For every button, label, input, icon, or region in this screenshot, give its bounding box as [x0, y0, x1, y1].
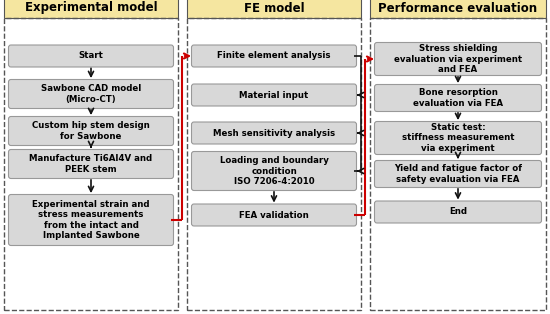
FancyBboxPatch shape [8, 194, 173, 246]
FancyBboxPatch shape [191, 45, 356, 67]
FancyBboxPatch shape [8, 149, 173, 178]
Text: FEA validation: FEA validation [239, 210, 309, 219]
FancyBboxPatch shape [187, 0, 361, 18]
Text: Finite element analysis: Finite element analysis [217, 51, 331, 61]
FancyBboxPatch shape [191, 122, 356, 144]
Text: Manufacture Ti6Al4V and
PEEK stem: Manufacture Ti6Al4V and PEEK stem [30, 154, 152, 174]
Text: Sawbone CAD model
(Micro-CT): Sawbone CAD model (Micro-CT) [41, 84, 141, 104]
Text: Custom hip stem design
for Sawbone: Custom hip stem design for Sawbone [32, 121, 150, 141]
FancyBboxPatch shape [375, 160, 542, 187]
Text: Start: Start [79, 51, 103, 61]
FancyBboxPatch shape [8, 45, 173, 67]
FancyBboxPatch shape [8, 116, 173, 145]
Text: Mesh sensitivity analysis: Mesh sensitivity analysis [213, 128, 335, 138]
FancyBboxPatch shape [370, 0, 546, 18]
Text: Stress shielding
evaluation via experiment
and FEA: Stress shielding evaluation via experime… [394, 44, 522, 74]
FancyBboxPatch shape [8, 79, 173, 109]
Text: Static test:
stiffness measurement
via experiment: Static test: stiffness measurement via e… [402, 123, 514, 153]
FancyBboxPatch shape [191, 151, 356, 191]
Text: Yield and fatigue factor of
safety evaluation via FEA: Yield and fatigue factor of safety evalu… [394, 164, 522, 184]
FancyBboxPatch shape [4, 0, 178, 18]
FancyBboxPatch shape [375, 42, 542, 75]
Text: Experimental strain and
stress measurements
from the intact and
Implanted Sawbon: Experimental strain and stress measureme… [32, 200, 150, 240]
Text: Performance evaluation: Performance evaluation [378, 2, 537, 14]
Text: Bone resorption
evaluation via FEA: Bone resorption evaluation via FEA [413, 88, 503, 108]
FancyBboxPatch shape [191, 204, 356, 226]
FancyBboxPatch shape [191, 84, 356, 106]
Text: Material input: Material input [239, 90, 309, 100]
Text: Experimental model: Experimental model [25, 2, 157, 14]
Text: End: End [449, 208, 467, 216]
FancyBboxPatch shape [375, 84, 542, 111]
Text: Loading and boundary
condition
ISO 7206-4:2010: Loading and boundary condition ISO 7206-… [219, 156, 328, 186]
FancyBboxPatch shape [375, 122, 542, 154]
Text: FE model: FE model [244, 2, 304, 14]
FancyBboxPatch shape [375, 201, 542, 223]
